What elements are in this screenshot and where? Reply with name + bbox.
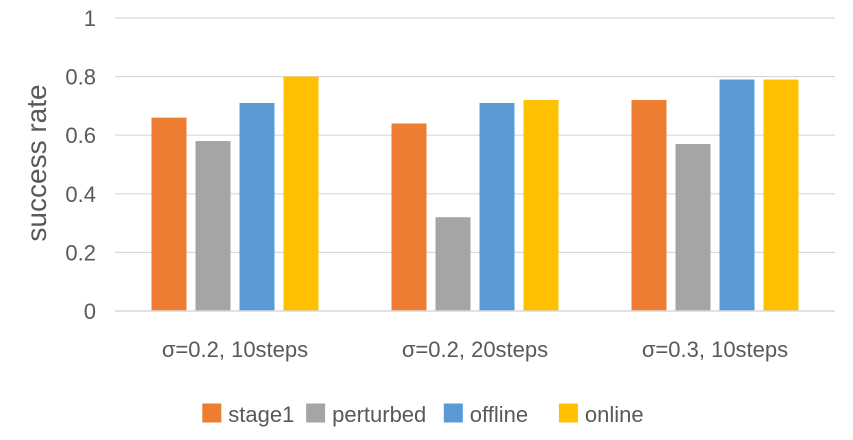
bar-stage1 bbox=[391, 123, 427, 311]
y-tick-label: 0.4 bbox=[65, 182, 96, 207]
y-axis-label: success rate bbox=[21, 84, 52, 241]
legend-label-online: online bbox=[585, 402, 644, 427]
bar-stage1 bbox=[631, 100, 667, 311]
x-tick-label: σ=0.2, 10steps bbox=[162, 337, 308, 362]
y-tick-label: 0.8 bbox=[65, 65, 96, 90]
bar-offline bbox=[719, 79, 755, 311]
x-tick-label: σ=0.2, 20steps bbox=[402, 337, 548, 362]
bar-perturbed bbox=[435, 217, 471, 311]
x-tick-label: σ=0.3, 10steps bbox=[642, 337, 788, 362]
legend-swatch-stage1 bbox=[202, 403, 222, 423]
legend-swatch-offline bbox=[443, 403, 463, 423]
bar-offline bbox=[239, 102, 275, 311]
bar-perturbed bbox=[675, 143, 711, 311]
bar-online bbox=[283, 76, 319, 311]
bar-online bbox=[523, 100, 559, 311]
legend-label-perturbed: perturbed bbox=[332, 402, 426, 427]
y-tick-label: 0.6 bbox=[65, 123, 96, 148]
legend: stage1 perturbed offline online bbox=[202, 402, 644, 427]
y-tick-label: 0.2 bbox=[65, 240, 96, 265]
bar-offline bbox=[479, 102, 515, 311]
x-axis-ticks: σ=0.2, 10steps σ=0.2, 20steps σ=0.3, 10ste… bbox=[162, 337, 788, 362]
bars bbox=[151, 76, 799, 312]
legend-label-stage1: stage1 bbox=[228, 402, 294, 427]
bar-stage1 bbox=[151, 117, 187, 312]
bar-online bbox=[763, 79, 799, 311]
legend-swatch-perturbed bbox=[306, 403, 326, 423]
legend-label-offline: offline bbox=[470, 402, 528, 427]
y-tick-label: 0 bbox=[84, 299, 96, 324]
bar-perturbed bbox=[195, 141, 231, 311]
legend-swatch-online bbox=[558, 403, 578, 423]
y-tick-label: 1 bbox=[84, 6, 96, 31]
y-axis-ticks: 0 0.2 0.4 0.6 0.8 1 bbox=[65, 6, 96, 324]
gridlines bbox=[115, 17, 835, 253]
